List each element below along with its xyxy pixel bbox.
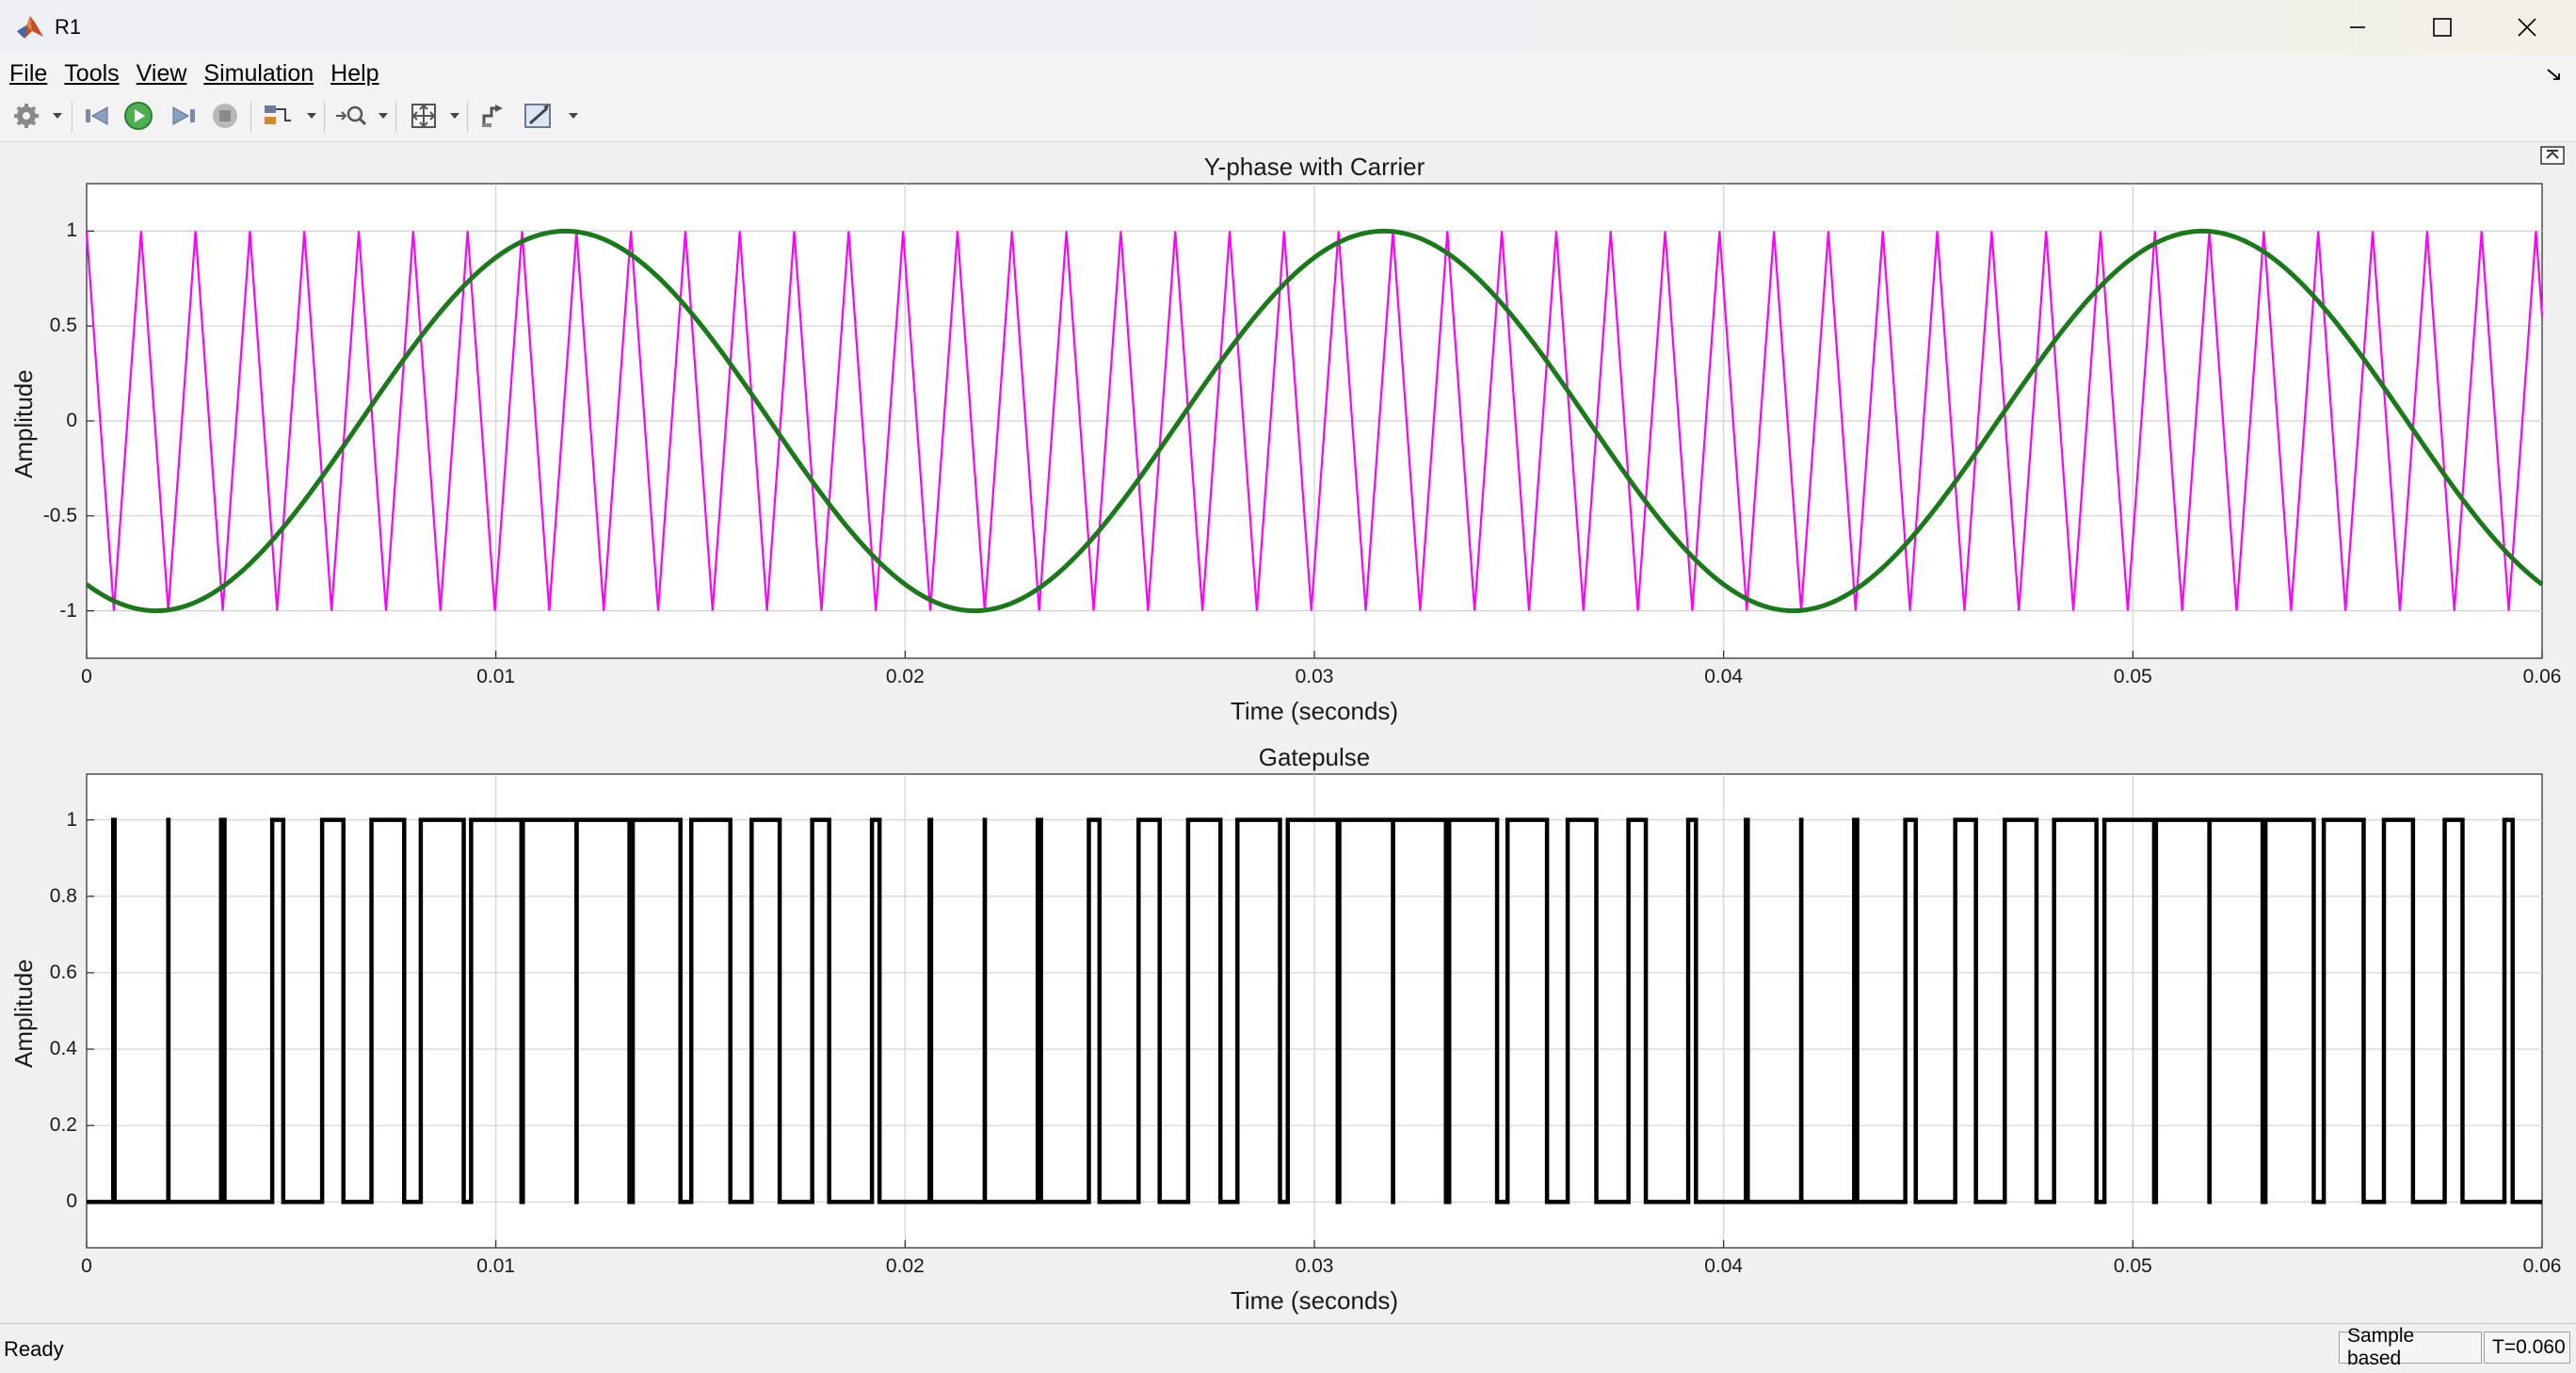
x-tick-label: 0.01 xyxy=(476,666,516,687)
y-tick-label: 0 xyxy=(66,410,77,431)
y-phase-series xyxy=(85,228,2544,614)
toolbar-separator xyxy=(324,102,325,132)
fit-axes-icon xyxy=(411,104,436,128)
plot2-title: Gatepulse xyxy=(1258,743,1371,771)
status-ready: Ready xyxy=(4,1337,64,1361)
status-time: T=0.060 xyxy=(2484,1332,2570,1364)
run-button[interactable] xyxy=(121,100,156,132)
y-tick-label: 0.4 xyxy=(49,1038,77,1060)
step-back-icon xyxy=(86,106,108,125)
y-tick-label: 1 xyxy=(66,219,77,242)
settings-button[interactable] xyxy=(8,100,45,132)
x-tick-label: 0.05 xyxy=(2113,1255,2152,1277)
plot1-xlabel: Time (seconds) xyxy=(1230,697,1399,725)
toolbar-separator xyxy=(395,102,396,132)
menu-view[interactable]: View xyxy=(136,59,187,87)
zoom-icon xyxy=(336,105,367,126)
menu-file[interactable]: File xyxy=(9,59,48,87)
x-tick-label: 0.06 xyxy=(2522,666,2562,687)
toolbar xyxy=(0,92,2576,142)
x-tick-label: 0.01 xyxy=(476,1255,516,1277)
toolbar-separator xyxy=(250,102,251,132)
step-forward-icon xyxy=(172,106,195,125)
x-tick-label: 0.04 xyxy=(1704,1255,1744,1277)
menu-bar: File Tools View Simulation Help xyxy=(0,55,2576,92)
minimize-button[interactable] xyxy=(2316,0,2399,55)
stop-button[interactable] xyxy=(207,100,243,132)
write-data-button[interactable] xyxy=(475,100,512,132)
signal-select-button[interactable] xyxy=(260,100,298,132)
step-back-button[interactable] xyxy=(79,100,115,132)
y-tick-label: 0.8 xyxy=(49,884,77,907)
minimize-icon xyxy=(2350,26,2365,28)
y-tick-label: 0.2 xyxy=(49,1114,77,1137)
toolbar-separator xyxy=(467,102,468,132)
zoom-dropdown-caret[interactable] xyxy=(378,113,388,119)
y-tick-label: 0.5 xyxy=(49,315,77,337)
fit-axes-button[interactable] xyxy=(405,100,443,132)
y-tick-label: 0 xyxy=(66,1190,77,1213)
menu-help[interactable]: Help xyxy=(330,59,379,87)
gatepulse-series xyxy=(87,817,2542,1204)
x-tick-label: 0.02 xyxy=(885,666,925,687)
matlab-logo-icon xyxy=(17,16,43,39)
measure-dropdown-caret[interactable] xyxy=(569,113,578,119)
plot1-title: Y-phase with Carrier xyxy=(1203,153,1425,181)
step-forward-button[interactable] xyxy=(166,100,201,132)
maximize-icon xyxy=(2433,18,2452,37)
signal-select-icon xyxy=(265,105,291,124)
menu-tools[interactable]: Tools xyxy=(64,59,120,87)
settings-dropdown-caret[interactable] xyxy=(53,113,62,119)
title-bar: R1 xyxy=(0,0,2576,55)
signal-select-dropdown-caret[interactable] xyxy=(307,113,316,119)
status-mode: Sample based xyxy=(2339,1325,2482,1369)
gear-icon xyxy=(14,104,39,128)
window-title: R1 xyxy=(55,15,82,39)
y-tick-label: 0.6 xyxy=(49,961,77,983)
x-tick-label: 0.05 xyxy=(2113,666,2152,687)
y-tick-label: 1 xyxy=(66,808,77,831)
close-icon xyxy=(2518,18,2536,37)
y-tick-label: -0.5 xyxy=(42,504,77,526)
x-tick-label: 0.04 xyxy=(1704,666,1744,687)
x-tick-label: 0.03 xyxy=(1295,1255,1334,1277)
write-data-icon xyxy=(482,105,503,127)
menu-simulation[interactable]: Simulation xyxy=(203,59,314,87)
x-tick-label: 0.03 xyxy=(1295,666,1334,687)
plot2-xlabel: Time (seconds) xyxy=(1230,1286,1399,1315)
measure-button[interactable] xyxy=(520,100,557,132)
stop-icon xyxy=(213,104,237,128)
toolstrip-toggle-icon[interactable] xyxy=(2546,66,2563,81)
carrier-series xyxy=(85,231,2544,611)
close-button[interactable] xyxy=(2486,0,2568,55)
maximize-button[interactable] xyxy=(2401,0,2484,55)
x-tick-label: 0.06 xyxy=(2522,1255,2562,1277)
measure-icon xyxy=(524,104,551,128)
fit-axes-dropdown-caret[interactable] xyxy=(450,113,459,119)
x-tick-label: 0.02 xyxy=(885,1255,925,1277)
status-bar: Ready Sample based T=0.060 xyxy=(0,1323,2576,1373)
x-tick-label: 0 xyxy=(81,1255,92,1277)
x-tick-label: 0 xyxy=(81,666,92,687)
zoom-button[interactable] xyxy=(331,100,371,132)
undock-icon[interactable] xyxy=(2540,146,2565,165)
run-icon xyxy=(124,102,153,130)
y-tick-label: -1 xyxy=(59,599,77,622)
